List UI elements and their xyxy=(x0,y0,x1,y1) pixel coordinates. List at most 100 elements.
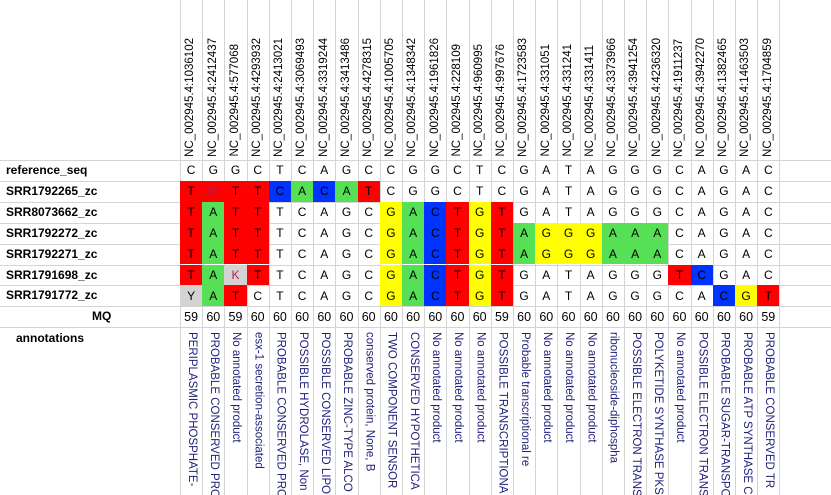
sample-base-cell[interactable]: A xyxy=(601,222,624,244)
reference-base-cell[interactable]: G xyxy=(608,163,618,178)
reference-base-cell[interactable]: G xyxy=(408,163,418,178)
annotation-cell[interactable]: PERIPLASMIC PHOSPHATE- xyxy=(180,328,202,495)
sample-base-cell[interactable]: T xyxy=(490,285,513,307)
reference-base-cell[interactable]: T xyxy=(564,163,573,178)
sample-base-cell[interactable]: C xyxy=(675,247,684,262)
mq-value-cell[interactable]: 59 xyxy=(228,309,243,324)
annotation-cell[interactable]: PROBABLE ATP SYNTHASE C xyxy=(735,328,757,495)
sample-base-cell[interactable]: C xyxy=(424,222,447,244)
annotation-cell[interactable]: PROBABLE SUGAR-TRANSPO xyxy=(713,328,735,495)
sample-base-cell[interactable]: T xyxy=(180,264,203,286)
sample-base-cell[interactable]: R xyxy=(202,180,225,202)
sample-base-cell[interactable]: A xyxy=(335,180,358,202)
sample-base-cell[interactable]: C xyxy=(424,285,447,307)
sample-base-cell[interactable]: G xyxy=(652,267,662,282)
sample-base-cell[interactable]: G xyxy=(430,184,440,199)
sample-base-cell[interactable]: T xyxy=(490,243,513,265)
mq-value-cell[interactable]: 60 xyxy=(295,309,310,324)
mq-value-cell[interactable]: 60 xyxy=(339,309,354,324)
column-header[interactable]: NC_002945.4:960995 xyxy=(469,0,491,157)
mq-value-cell[interactable]: 60 xyxy=(206,309,221,324)
sample-base-cell[interactable]: G xyxy=(341,247,352,262)
sample-base-cell[interactable]: G xyxy=(630,205,640,220)
annotation-cell[interactable]: ribonucleoside-diphospha xyxy=(602,328,624,495)
column-header[interactable]: NC_002945.4:1911237 xyxy=(668,0,690,157)
sample-base-cell[interactable]: C xyxy=(675,226,684,241)
sample-base-cell[interactable]: G xyxy=(341,226,352,241)
sample-base-cell[interactable]: T xyxy=(224,180,247,202)
sample-base-cell[interactable]: C xyxy=(313,180,336,202)
sample-base-cell[interactable]: A xyxy=(542,267,551,282)
sample-base-cell[interactable]: C xyxy=(424,201,447,223)
annotation-cell[interactable]: TWO COMPONENT SENSOR xyxy=(380,328,402,495)
sample-base-cell[interactable]: T xyxy=(446,285,469,307)
column-header[interactable]: NC_002945.4:3942270 xyxy=(691,0,713,157)
column-header[interactable]: NC_002945.4:1723583 xyxy=(513,0,535,157)
sample-base-cell[interactable]: G xyxy=(341,205,352,220)
annotation-cell[interactable]: conserved protein, None, B xyxy=(358,328,380,495)
sample-base-cell[interactable]: A xyxy=(402,285,425,307)
sample-base-cell[interactable]: G xyxy=(468,243,491,265)
annotation-cell[interactable]: POSSIBLE TRANSCRIPTIONA xyxy=(491,328,513,495)
sample-row-label[interactable]: SRR1791772_zc xyxy=(6,288,98,303)
reference-base-cell[interactable]: C xyxy=(453,163,462,178)
sample-base-cell[interactable]: A xyxy=(202,285,225,307)
mq-row-label[interactable]: MQ xyxy=(92,309,112,324)
annotation-cell[interactable]: PROBABLE CONSERVED PRO xyxy=(202,328,224,495)
sample-base-cell[interactable]: G xyxy=(608,267,618,282)
sample-base-cell[interactable]: G xyxy=(608,205,618,220)
annotation-cell[interactable]: POSSIBLE HYDROLASE, Non xyxy=(291,328,313,495)
reference-base-cell[interactable]: C xyxy=(297,163,307,178)
column-header[interactable]: NC_002945.4:331051 xyxy=(535,0,557,157)
annotation-cell[interactable]: No annotated product xyxy=(535,328,557,495)
sample-base-cell[interactable]: A xyxy=(624,222,647,244)
sample-base-cell[interactable]: T xyxy=(276,226,284,241)
annotation-cell[interactable]: CONSERVED HYPOTHETICA xyxy=(402,328,424,495)
sample-base-cell[interactable]: A xyxy=(542,288,551,303)
sample-base-cell[interactable]: A xyxy=(402,201,425,223)
sample-base-cell[interactable]: T xyxy=(224,222,247,244)
column-header[interactable]: NC_002945.4:4236320 xyxy=(646,0,668,157)
sample-base-cell[interactable]: T xyxy=(357,180,380,202)
sample-base-cell[interactable]: G xyxy=(408,184,418,199)
reference-base-cell[interactable]: A xyxy=(742,163,751,178)
mq-value-cell[interactable]: 60 xyxy=(317,309,332,324)
mq-value-cell[interactable]: 59 xyxy=(761,309,776,324)
sample-base-cell[interactable]: G xyxy=(719,184,729,199)
sample-base-cell[interactable]: G xyxy=(468,264,491,286)
reference-base-cell[interactable]: G xyxy=(230,163,241,178)
sample-base-cell[interactable]: C xyxy=(297,288,307,303)
sample-base-cell[interactable]: C xyxy=(297,247,307,262)
sample-base-cell[interactable]: T xyxy=(490,264,513,286)
sample-base-cell[interactable]: A xyxy=(586,184,595,199)
mq-value-cell[interactable]: 60 xyxy=(539,309,554,324)
sample-base-cell[interactable]: T xyxy=(180,243,203,265)
mq-value-cell[interactable]: 60 xyxy=(272,309,287,324)
reference-base-cell[interactable]: A xyxy=(542,163,551,178)
annotations-row-label[interactable]: annotations xyxy=(16,331,84,345)
sample-base-cell[interactable]: T xyxy=(564,267,573,282)
reference-base-cell[interactable]: A xyxy=(586,163,595,178)
sample-base-cell[interactable]: T xyxy=(564,184,573,199)
sample-base-cell[interactable]: G xyxy=(630,288,640,303)
column-header[interactable]: NC_002945.4:3413486 xyxy=(335,0,357,157)
sample-base-cell[interactable]: G xyxy=(719,247,729,262)
sample-base-cell[interactable]: C xyxy=(268,180,291,202)
sample-base-cell[interactable]: G xyxy=(719,205,729,220)
sample-base-cell[interactable]: A xyxy=(291,180,314,202)
annotation-cell[interactable]: POSSIBLE CONSERVED LIPO xyxy=(313,328,335,495)
sample-row-label[interactable]: SRR1792271_zc xyxy=(6,246,98,261)
sample-base-cell[interactable]: G xyxy=(519,288,529,303)
annotation-cell[interactable]: POSSIBLE ELECTRON TRANS xyxy=(691,328,713,495)
sample-base-cell[interactable]: T xyxy=(224,285,247,307)
sample-base-cell[interactable]: Y xyxy=(180,285,203,307)
sample-base-cell[interactable]: A xyxy=(697,288,706,303)
sample-base-cell[interactable]: C xyxy=(364,267,374,282)
sample-base-cell[interactable]: G xyxy=(379,285,402,307)
mq-value-cell[interactable]: 60 xyxy=(250,309,265,324)
annotation-cell[interactable]: PROBABLE CONSERVED PRO xyxy=(269,328,291,495)
mq-value-cell[interactable]: 60 xyxy=(428,309,443,324)
sample-base-cell[interactable]: A xyxy=(202,222,225,244)
sample-base-cell[interactable]: A xyxy=(742,267,751,282)
sample-base-cell[interactable]: C xyxy=(253,288,263,303)
